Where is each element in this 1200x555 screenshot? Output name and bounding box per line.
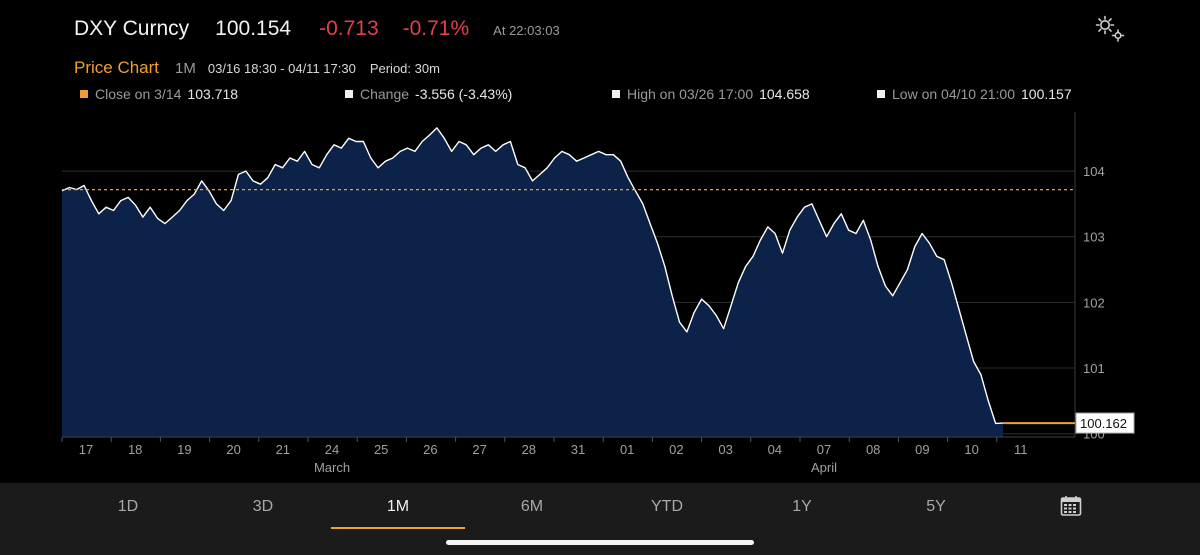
chart-period: Period: 30m — [369, 61, 440, 76]
stat-high-label: High on 03/26 17:00 — [627, 86, 754, 102]
stat-low-value: 100.157 — [1021, 86, 1072, 102]
x-tick-label: 31 — [571, 442, 585, 457]
x-tick-label: 28 — [522, 442, 536, 457]
x-tick-label: 09 — [915, 442, 929, 457]
change-marker-icon — [345, 90, 353, 98]
calendar-icon[interactable] — [1060, 495, 1082, 517]
x-tick-label: 24 — [325, 442, 339, 457]
x-tick-label: 17 — [79, 442, 93, 457]
last-price-tag — [1075, 412, 1135, 434]
x-tick-label: 07 — [817, 442, 831, 457]
tab-ytd[interactable]: YTD — [651, 498, 683, 515]
price-area — [62, 127, 1003, 438]
high-marker-icon — [612, 90, 620, 98]
x-tick-label: 25 — [374, 442, 388, 457]
tab-1y[interactable]: 1Y — [792, 498, 812, 515]
x-tick-label: 08 — [866, 442, 880, 457]
tab-5y[interactable]: 5Y — [926, 498, 946, 515]
y-tick-label: 102 — [1083, 295, 1105, 310]
low-marker-icon — [877, 90, 885, 98]
stat-change: Change -3.556 (-3.43%) — [345, 86, 512, 102]
x-tick-label: 26 — [423, 442, 437, 457]
quote-header: DXY Curncy 100.154 -0.713 -0.71% At 22:0… — [74, 17, 560, 47]
last-price-value: 100.162 — [1080, 416, 1127, 431]
quote-time: At 22:03:03 — [493, 23, 560, 38]
chart-range: 1M — [175, 60, 196, 77]
x-tick-label: 20 — [226, 442, 240, 457]
close-marker-icon — [80, 90, 88, 98]
stat-change-label: Change — [360, 86, 410, 102]
tab-6m[interactable]: 6M — [520, 498, 544, 515]
x-tick-label: 11 — [1014, 442, 1028, 457]
x-tick-label: 03 — [718, 442, 732, 457]
stat-close-value: 103.718 — [187, 86, 239, 102]
y-tick-label: 103 — [1083, 230, 1105, 245]
x-tick-label: 01 — [620, 442, 634, 457]
stat-high-value: 104.658 — [759, 86, 810, 102]
percent-change: -0.71% — [402, 17, 470, 40]
ticker-symbol: DXY Curncy — [74, 17, 190, 40]
stat-low-label: Low on 04/10 21:00 — [892, 86, 1015, 102]
x-tick-label: 27 — [472, 442, 486, 457]
x-tick-label: 10 — [964, 442, 978, 457]
last-price: 100.154 — [215, 17, 292, 40]
x-tick-label: 18 — [128, 442, 142, 457]
stat-high: High on 03/26 17:00 104.658 — [612, 86, 810, 102]
tab-3d[interactable]: 3D — [252, 498, 274, 515]
stat-close: Close on 3/14 103.718 — [80, 86, 238, 102]
chart-subheader: Price Chart 1M 03/16 18:30 - 04/11 17:30… — [74, 58, 440, 78]
stat-change-value: -3.556 (-3.43%) — [415, 86, 513, 102]
home-indicator — [446, 540, 754, 545]
y-tick-label: 104 — [1083, 164, 1105, 179]
x-tick-label: 21 — [276, 442, 290, 457]
x-tick-label: 02 — [669, 442, 683, 457]
stat-close-label: Close on 3/14 — [95, 86, 182, 102]
gear-icon[interactable] — [1094, 15, 1126, 43]
price-line — [61, 127, 1004, 425]
tab-1d[interactable]: 1D — [117, 498, 139, 515]
chart-title: Price Chart — [74, 58, 160, 77]
x-tick-label: 19 — [177, 442, 191, 457]
x-tick-label: 04 — [768, 442, 782, 457]
stat-low: Low on 04/10 21:00 100.157 — [877, 86, 1072, 102]
tab-1m[interactable]: 1M — [331, 497, 465, 529]
month-label: April — [811, 460, 837, 475]
net-change: -0.713 — [319, 17, 379, 40]
month-label: March — [314, 460, 350, 475]
y-tick-label: 101 — [1083, 361, 1105, 376]
chart-date-range: 03/16 18:30 - 04/11 17:30 — [207, 61, 356, 76]
